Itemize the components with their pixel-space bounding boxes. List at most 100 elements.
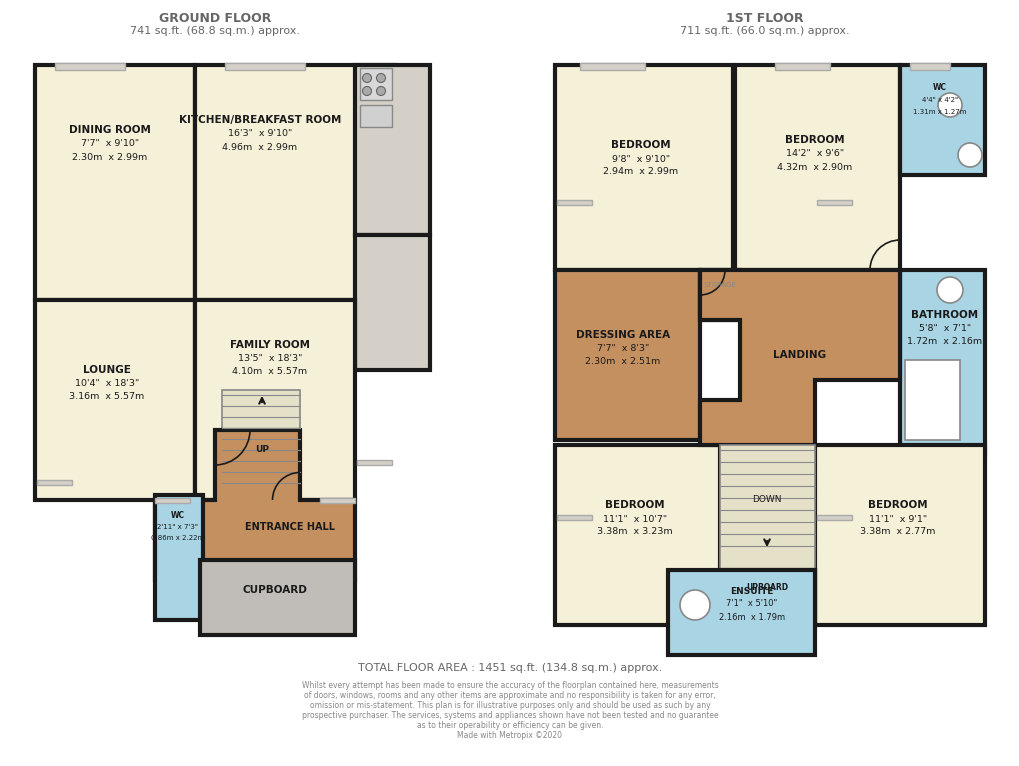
Bar [554,270,699,440]
Circle shape [362,87,371,96]
Bar [814,445,984,625]
Text: 3.16m  x 5.57m: 3.16m x 5.57m [69,392,145,401]
Bar [355,235,430,370]
Text: 2'11" x 7'3": 2'11" x 7'3" [157,524,199,530]
Text: 9'8"  x 9'10": 9'8" x 9'10" [611,155,669,163]
Text: 2.30m  x 2.51m: 2.30m x 2.51m [585,358,660,366]
Circle shape [376,74,385,83]
Bar [554,445,719,625]
Text: DOWN: DOWN [752,496,781,505]
Text: 1ST FLOOR: 1ST FLOOR [726,11,803,25]
Text: 1.31m x 1.27m: 1.31m x 1.27m [912,109,966,115]
Text: prospective purchaser. The services, systems and appliances shown have not been : prospective purchaser. The services, sys… [302,711,717,719]
Polygon shape [155,430,355,580]
Text: 2.16m  x 1.79m: 2.16m x 1.79m [718,613,785,621]
Text: 7'7"  x 8'3": 7'7" x 8'3" [596,345,648,353]
Text: KITCHEN/BREAKFAST ROOM: KITCHEN/BREAKFAST ROOM [178,115,340,125]
Text: LOUNGE: LOUNGE [83,365,130,375]
Text: UPBOARD: UPBOARD [745,584,788,592]
Bar [909,63,949,70]
Text: STORAGE: STORAGE [703,282,736,288]
Bar [580,63,644,70]
Text: BEDROOM: BEDROOM [604,500,664,510]
Bar [225,63,305,70]
Text: 3.38m  x 2.77m: 3.38m x 2.77m [859,528,934,536]
Bar [719,570,814,625]
Bar [155,498,190,503]
Text: 1.72m  x 2.16m: 1.72m x 2.16m [907,338,981,346]
Text: BATHROOM: BATHROOM [911,310,977,320]
Bar [35,65,195,300]
Text: ENSUITE: ENSUITE [730,587,773,595]
Text: 4.96m  x 2.99m: 4.96m x 2.99m [222,142,298,152]
Circle shape [937,93,961,117]
Bar [360,105,391,127]
Bar [222,390,300,500]
Text: UP: UP [255,446,269,454]
Text: CUPBOARD: CUPBOARD [243,585,307,595]
Text: 4.32m  x 2.90m: 4.32m x 2.90m [776,162,852,172]
Bar [667,570,814,655]
Circle shape [957,143,981,167]
Bar [355,65,430,235]
Text: WC: WC [171,510,184,519]
Text: 7'7"  x 9'10": 7'7" x 9'10" [81,139,139,149]
Text: of doors, windows, rooms and any other items are approximate and no responsibili: of doors, windows, rooms and any other i… [304,690,715,699]
Text: 11'1"  x 9'1": 11'1" x 9'1" [868,515,926,523]
Text: Whilst every attempt has been made to ensure the accuracy of the floorplan conta: Whilst every attempt has been made to en… [302,680,717,689]
Text: 5'8"  x 7'1": 5'8" x 7'1" [918,325,970,333]
Bar [699,270,739,320]
Text: BEDROOM: BEDROOM [867,500,927,510]
Text: Made with Metropix ©2020: Made with Metropix ©2020 [458,731,561,739]
Bar [195,65,394,300]
Polygon shape [699,270,899,445]
Text: omission or mis-statement. This plan is for illustrative purposes only and shoul: omission or mis-statement. This plan is … [310,700,709,709]
Text: DINING ROOM: DINING ROOM [69,125,151,135]
Bar [357,460,391,465]
Text: DRESSING AREA: DRESSING AREA [576,330,669,340]
Bar [55,63,125,70]
Bar [556,200,591,205]
Bar [816,200,851,205]
Text: 10'4"  x 18'3": 10'4" x 18'3" [74,379,139,388]
Text: 11'1"  x 10'7": 11'1" x 10'7" [602,515,666,523]
Text: ENTRANCE HALL: ENTRANCE HALL [245,522,334,532]
Bar [899,270,984,455]
Bar [320,498,355,503]
Bar [35,300,195,500]
Text: WC: WC [932,83,946,93]
Bar [200,560,355,635]
Text: 0.86m x 2.22m: 0.86m x 2.22m [151,535,205,541]
Bar [554,65,733,270]
Bar [556,515,591,520]
Circle shape [936,277,962,303]
Text: LANDING: LANDING [772,350,825,360]
Text: 4.10m  x 5.57m: 4.10m x 5.57m [232,368,308,377]
Text: FAMILY ROOM: FAMILY ROOM [229,340,310,350]
Text: 14'2"  x 9'6": 14'2" x 9'6" [786,149,844,159]
Text: 741 sq.ft. (68.8 sq.m.) approx.: 741 sq.ft. (68.8 sq.m.) approx. [129,26,300,36]
Text: 2.94m  x 2.99m: 2.94m x 2.99m [603,168,678,176]
Text: GROUND FLOOR: GROUND FLOOR [159,11,271,25]
Circle shape [376,87,385,96]
Text: BEDROOM: BEDROOM [785,135,844,145]
Bar [735,65,899,270]
Text: 7'1"  x 5'10": 7'1" x 5'10" [726,600,776,608]
Bar [774,63,829,70]
Bar [360,68,391,100]
Bar [37,480,72,485]
Bar [719,445,814,570]
Bar [195,300,355,500]
Bar [816,515,851,520]
Text: 711 sq.ft. (66.0 sq.m.) approx.: 711 sq.ft. (66.0 sq.m.) approx. [680,26,849,36]
Text: 3.38m  x 3.23m: 3.38m x 3.23m [596,528,673,536]
Bar [155,495,203,620]
Text: 16'3"  x 9'10": 16'3" x 9'10" [227,129,291,139]
Circle shape [362,74,371,83]
Text: 4'4" x 4'2": 4'4" x 4'2" [921,97,957,103]
Text: 13'5"  x 18'3": 13'5" x 18'3" [237,355,302,364]
Text: 2.30m  x 2.99m: 2.30m x 2.99m [72,152,148,162]
Text: TOTAL FLOOR AREA : 1451 sq.ft. (134.8 sq.m.) approx.: TOTAL FLOOR AREA : 1451 sq.ft. (134.8 sq… [358,663,661,673]
Text: BEDROOM: BEDROOM [610,140,671,150]
Bar [899,65,984,175]
